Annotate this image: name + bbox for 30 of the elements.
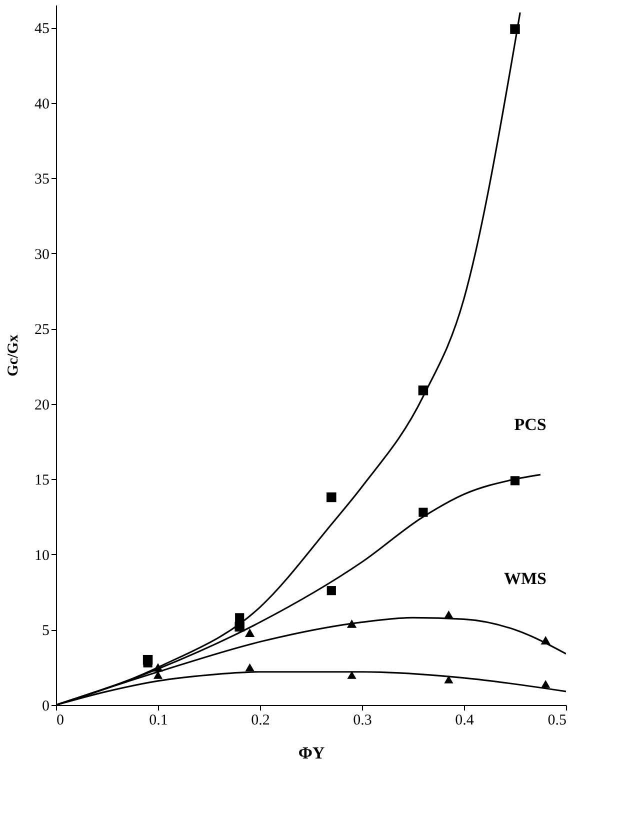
point <box>153 670 163 679</box>
x-tick-label: 0.1 <box>149 712 168 728</box>
y-tick-label: 35 <box>34 172 50 188</box>
x-tick-label: 0.3 <box>353 712 372 728</box>
point <box>326 492 336 502</box>
point <box>541 680 550 688</box>
y-tick-label: 20 <box>34 397 50 414</box>
annotation: WMS <box>504 569 546 588</box>
x-tick-label: 0.4 <box>455 712 474 728</box>
x-tick-label: 0.2 <box>251 712 270 728</box>
x-tick-label: 0.5 <box>548 712 566 728</box>
y-tick-label: 30 <box>34 246 50 263</box>
point <box>444 675 454 684</box>
point <box>244 628 255 637</box>
y-tick-label: 25 <box>34 322 50 338</box>
y-tick-label: 15 <box>34 472 50 489</box>
annotation: PCS <box>514 415 546 434</box>
point <box>235 613 244 622</box>
y-tick-label: 40 <box>34 96 50 112</box>
point <box>326 586 336 596</box>
y-tick-label: 45 <box>34 21 50 38</box>
x-tick-label: 0 <box>56 712 64 728</box>
point <box>418 508 428 517</box>
y-tick-label: 10 <box>34 548 50 564</box>
point <box>245 663 254 672</box>
x-axis-title: ΦY <box>298 744 325 762</box>
point <box>347 670 356 679</box>
y-axis-title: Gc/Gx <box>6 334 22 376</box>
y-tick-label: 0 <box>42 698 50 714</box>
y-tick-label: 5 <box>42 623 50 640</box>
